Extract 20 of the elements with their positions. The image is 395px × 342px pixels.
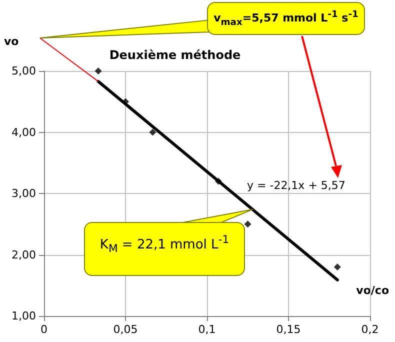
chart-title: Deuxième méthode (109, 48, 241, 62)
y-axis-title: vo (4, 35, 20, 48)
y-tick-label: 5,00 (12, 64, 36, 78)
x-tick-label: 0,2 (361, 323, 379, 336)
point (334, 264, 341, 270)
y-tick-label: 4,00 (12, 126, 36, 139)
y-tick-label: 3,00 (12, 187, 36, 200)
point (214, 178, 222, 185)
x-axis-title: vo/co (356, 284, 390, 297)
y-tick-label: 2,00 (12, 248, 36, 262)
annotation: K$_{M}$ = 22,1 mmol L$^{-1}$ (100, 233, 230, 255)
y-tick-label: 1,00 (12, 310, 36, 322)
point (149, 128, 156, 136)
x-tick-label: 0,1 (198, 323, 216, 336)
annotation: y = -22,1x + 5,57 (247, 179, 346, 192)
point (244, 220, 252, 228)
x-tick-label: 0,05 (113, 323, 138, 336)
x-tick-label: 0,15 (276, 323, 301, 336)
x-tick-label: 0 (40, 323, 48, 336)
point (94, 68, 102, 74)
